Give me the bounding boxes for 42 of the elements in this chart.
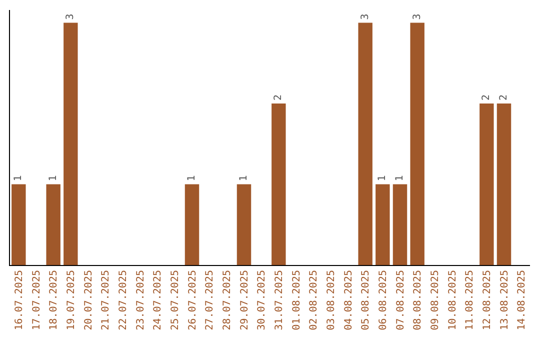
data-label: 2 [273, 94, 284, 100]
data-label: 1 [186, 175, 198, 182]
x-tick-label: 07.08.2025 [395, 270, 406, 330]
x-tick-label: 26.07.2025 [187, 270, 198, 330]
x-tick-label: 06.08.2025 [378, 270, 389, 330]
x-tick-label: 30.07.2025 [256, 270, 268, 330]
data-label: 2 [498, 94, 510, 100]
x-tick-label: 27.07.2025 [204, 270, 216, 330]
x-tick-label: 03.08.2025 [326, 270, 337, 330]
data-label: 2 [481, 94, 492, 100]
data-label: 1 [48, 175, 59, 182]
x-tick-label: 17.07.2025 [31, 270, 42, 330]
data-label: 1 [377, 175, 388, 182]
x-tick-label: 02.08.2025 [308, 270, 320, 330]
x-tick-label: 16.07.2025 [14, 270, 25, 330]
x-tick-label: 08.08.2025 [412, 270, 424, 330]
x-tick-label: 12.08.2025 [482, 270, 493, 330]
x-tick-label: 19.07.2025 [66, 270, 77, 330]
x-tick-label: 10.08.2025 [447, 270, 458, 330]
x-tick-label: 29.07.2025 [239, 270, 250, 330]
data-label: 1 [394, 175, 406, 182]
x-tick-label: 04.08.2025 [343, 270, 354, 330]
x-tick-label: 23.07.2025 [135, 270, 146, 330]
data-label: 1 [238, 175, 250, 182]
x-tick-label: 31.07.2025 [274, 270, 285, 330]
x-tick-label: 21.07.2025 [100, 270, 112, 330]
data-label: 3 [360, 14, 371, 20]
x-tick-label: 13.08.2025 [499, 270, 510, 330]
x-tick-label: 18.07.2025 [48, 270, 60, 330]
x-tick-label: 28.07.2025 [222, 270, 233, 330]
x-tick-label: 05.08.2025 [360, 270, 372, 330]
data-label: 1 [13, 175, 24, 182]
x-tick-label: 11.08.2025 [464, 270, 476, 330]
x-tick-label: 22.07.2025 [118, 270, 129, 330]
x-tick-label: 09.08.2025 [430, 270, 441, 330]
x-tick-label: 20.07.2025 [83, 270, 94, 330]
data-label: 3 [65, 14, 76, 20]
x-tick-label: 14.08.2025 [516, 270, 528, 330]
x-tick-label: 24.07.2025 [152, 270, 164, 330]
data-label: 3 [412, 14, 423, 20]
x-tick-label: 01.08.2025 [291, 270, 302, 330]
x-tick-label: 25.07.2025 [170, 270, 181, 330]
